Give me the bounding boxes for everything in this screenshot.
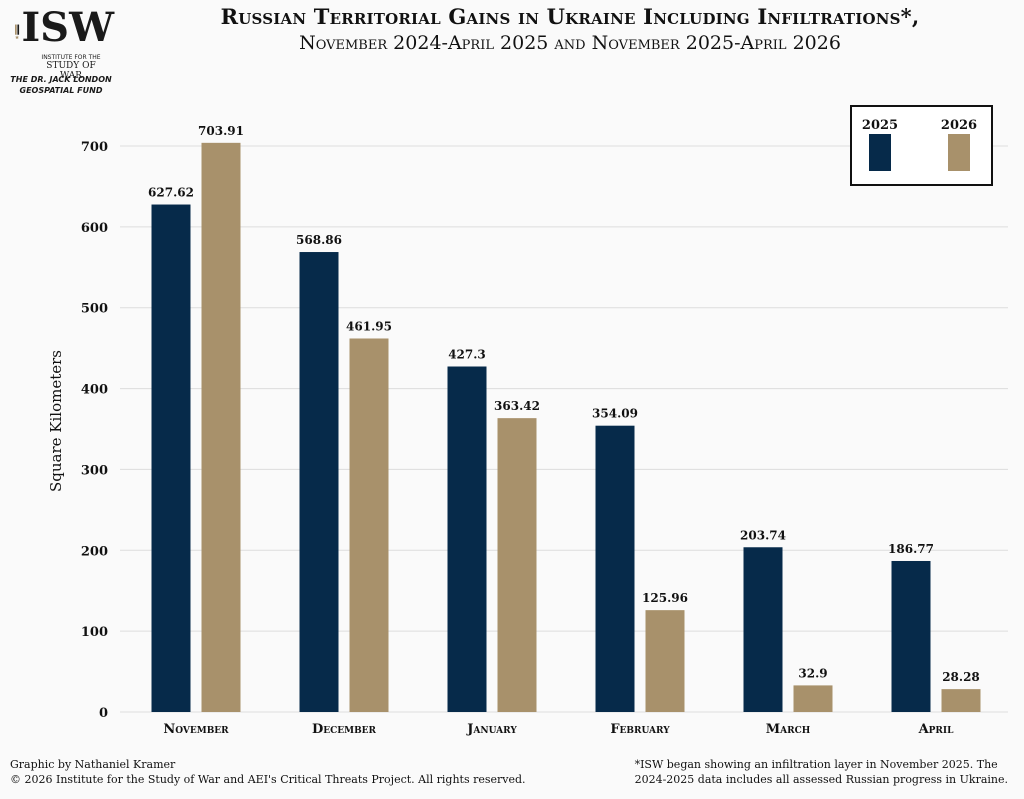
- footnote: *ISW began showing an infiltration layer…: [635, 757, 1008, 787]
- logo-text: ISW: [21, 4, 114, 51]
- data-label: 427.3: [448, 347, 486, 361]
- data-label: 568.86: [296, 233, 342, 247]
- bar-2026-april: [941, 689, 981, 712]
- data-labels: 627.62 703.91 568.86 461.95 427.3 363.42 354.0…: [148, 124, 980, 684]
- logo-pillar-icon: [15, 24, 20, 40]
- isw-logo: ISW INSTITUTE FOR THE STUDY OF WAR: [14, 8, 114, 81]
- x-tick-label: January: [466, 722, 517, 737]
- footnote-line2: 2024-2025 data includes all assessed Rus…: [634, 773, 1008, 786]
- legend-swatch-2026: [948, 134, 970, 171]
- bars: [151, 142, 981, 712]
- legend-label-2026: 2026: [941, 118, 977, 133]
- bar-2026-march: [793, 685, 833, 712]
- bar-2026-november: [201, 142, 241, 712]
- fund-line2: GEOSPATIAL FUND: [19, 86, 103, 95]
- x-axis-ticks: November December January February March Apri…: [163, 722, 954, 737]
- bar-2026-december: [349, 338, 389, 712]
- legend: 2025 2026: [850, 105, 993, 186]
- x-tick-label: April: [918, 722, 955, 737]
- logo-subtitle-line2: STUDY OF WAR: [46, 61, 96, 81]
- y-axis-ticks: 0 100 200 300 400 500 600 700: [81, 140, 108, 721]
- legend-swatch-2025: [869, 134, 891, 171]
- logo-subtitle-line1: INSTITUTE FOR THE: [41, 54, 101, 61]
- copyright: © 2026 Institute for the Study of War an…: [10, 773, 526, 786]
- data-label: 203.74: [740, 528, 786, 542]
- bar-2026-january: [497, 418, 537, 712]
- footnote-line1: *ISW began showing an infiltration layer…: [634, 758, 998, 771]
- logo-mark: ISW: [14, 8, 114, 56]
- bar-2025-march: [743, 547, 783, 712]
- gridlines: [120, 145, 1008, 713]
- data-label: 28.28: [942, 670, 980, 684]
- y-tick-label: 500: [81, 302, 108, 317]
- legend-label-2025: 2025: [862, 118, 898, 133]
- data-label: 703.91: [198, 124, 244, 138]
- chart-subtitle: November 2024-April 2025 and November 20…: [299, 32, 841, 54]
- x-tick-label: March: [766, 722, 811, 737]
- data-label: 186.77: [888, 542, 934, 556]
- bar-2025-january: [447, 366, 487, 712]
- y-tick-label: 600: [81, 221, 108, 236]
- bar-2025-april: [891, 560, 931, 712]
- y-tick-label: 200: [81, 544, 108, 559]
- y-tick-label: 400: [81, 383, 108, 398]
- bar-chart: 0 100 200 300 400 500 600 700 627.62 703.91 568.8…: [47, 105, 1008, 737]
- fund-line1: THE DR. JACK LONDON: [10, 75, 112, 84]
- credit-block: Graphic by Nathaniel Kramer © 2026 Insti…: [10, 757, 526, 787]
- bar-2025-november: [151, 204, 191, 712]
- y-axis-label: Square Kilometers: [47, 350, 65, 492]
- y-tick-label: 100: [81, 625, 108, 640]
- data-label: 354.09: [592, 407, 638, 421]
- y-tick-label: 0: [99, 706, 108, 721]
- data-label: 32.9: [798, 666, 827, 680]
- chart-title: Russian Territorial Gains in Ukraine Inc…: [220, 4, 920, 29]
- data-label: 627.62: [148, 186, 194, 200]
- data-label: 363.42: [494, 399, 540, 413]
- x-tick-label: November: [163, 722, 229, 737]
- bar-2025-february: [595, 425, 635, 712]
- bar-2026-february: [645, 610, 685, 712]
- y-tick-label: 700: [81, 140, 108, 155]
- credit-author: Graphic by Nathaniel Kramer: [10, 758, 176, 771]
- x-tick-label: February: [610, 722, 670, 737]
- data-label: 125.96: [642, 591, 688, 605]
- bar-2025-december: [299, 252, 339, 712]
- y-tick-label: 300: [81, 463, 108, 478]
- x-tick-label: December: [312, 722, 377, 737]
- fund-label: THE DR. JACK LONDON GEOSPATIAL FUND: [6, 74, 116, 96]
- data-label: 461.95: [346, 319, 392, 333]
